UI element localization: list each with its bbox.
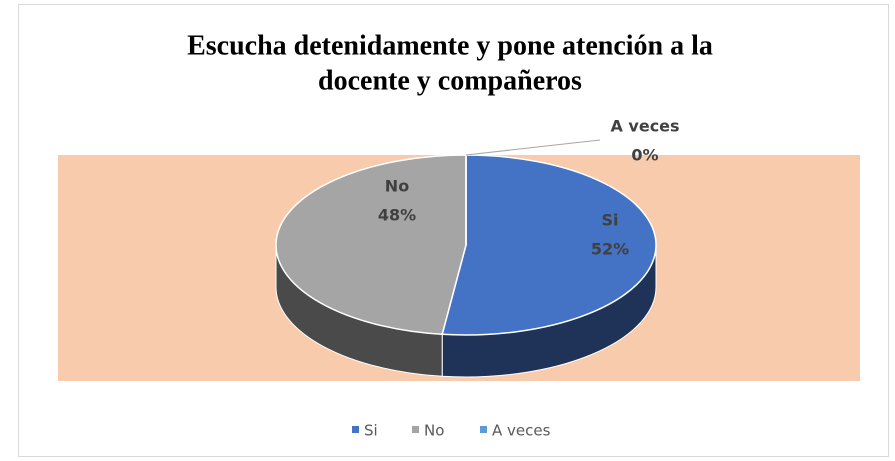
data-label-name: No xyxy=(385,177,409,196)
pie-slice xyxy=(275,154,467,336)
pie-slice xyxy=(441,154,657,336)
data-label-name: Si xyxy=(601,211,618,230)
chart-title: docente y compañeros xyxy=(318,65,582,96)
legend-label: No xyxy=(424,422,444,440)
data-label-name: A veces xyxy=(610,117,679,136)
legend-label: A veces xyxy=(492,422,551,440)
data-label-value: 48% xyxy=(378,206,416,225)
legend-swatch xyxy=(352,426,359,433)
data-label-value: 52% xyxy=(591,240,629,259)
legend-label: Si xyxy=(364,422,378,440)
chart-title: Escucha detenidamente y pone atención a … xyxy=(187,30,713,61)
data-label-value: 0% xyxy=(631,146,658,165)
leader-line xyxy=(465,139,601,156)
legend-swatch xyxy=(480,426,487,433)
legend-swatch xyxy=(412,426,419,433)
